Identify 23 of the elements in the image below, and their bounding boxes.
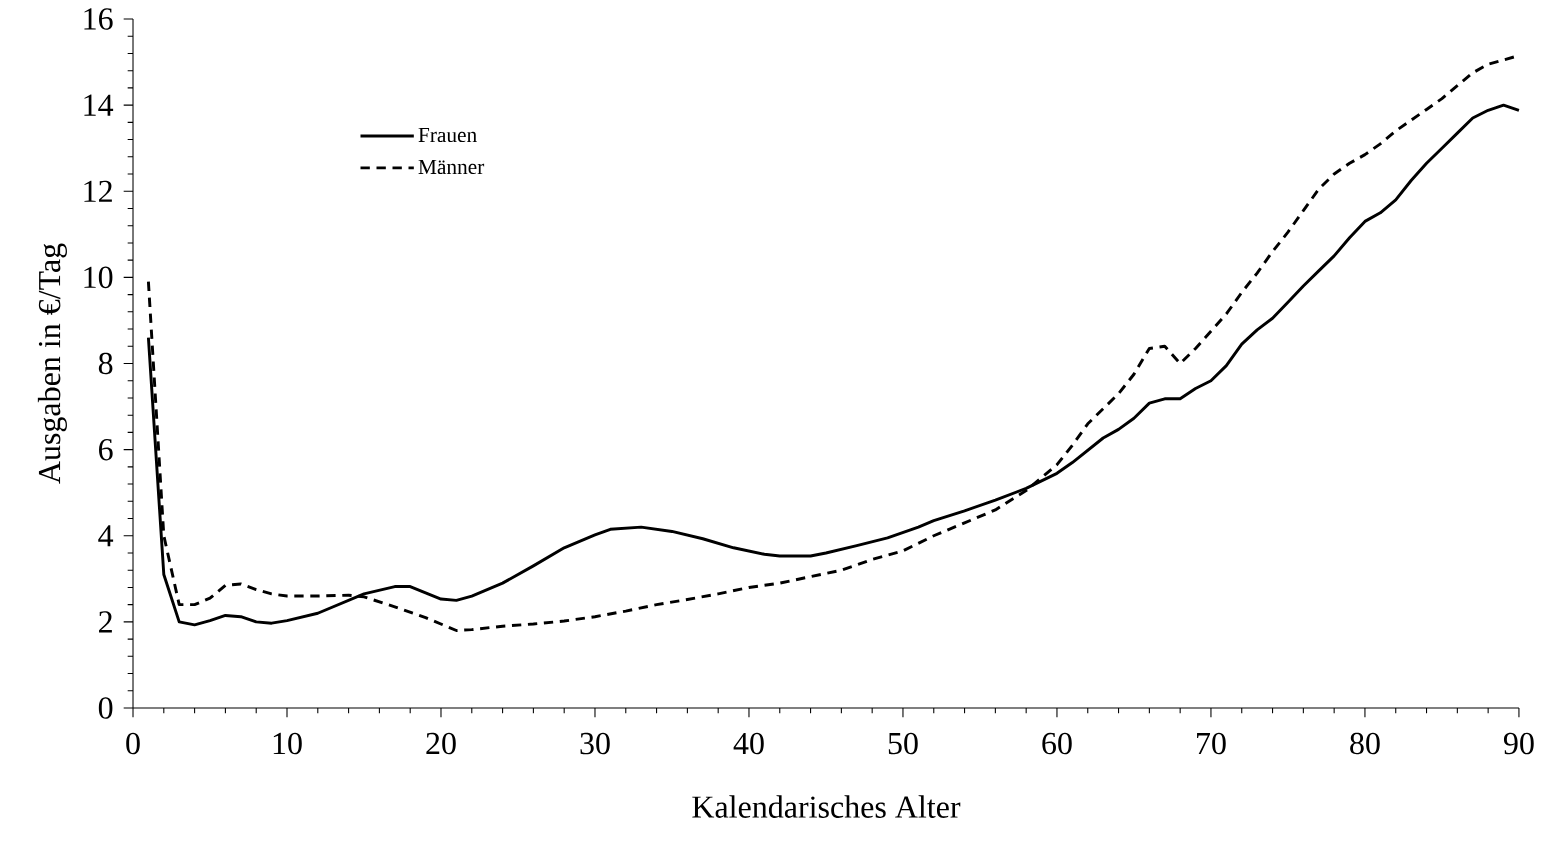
y-tick-label: 6	[99, 438, 113, 461]
y-tick-label: 2	[99, 611, 112, 633]
y-axis-title: Ausgaben in €/Tag	[37, 243, 67, 484]
x-tick-label: 70	[1197, 732, 1226, 755]
legend-label: Männer	[418, 159, 485, 175]
y-tick-label: 0	[98, 697, 113, 719]
x-tick-label: 40	[733, 732, 764, 755]
y-tick-label: 16	[84, 8, 113, 30]
x-tick-label: 60	[1042, 732, 1072, 755]
x-tick-label: 90	[1503, 732, 1534, 755]
x-tick-label: 10	[273, 732, 302, 755]
x-tick-label: 20	[426, 732, 456, 755]
y-tick-label: 12	[84, 180, 112, 202]
legend-label: Frauen	[418, 127, 477, 143]
y-tick-label: 8	[98, 352, 113, 375]
x-tick-label: 0	[126, 732, 140, 755]
x-axis-title: Kalendarisches Alter	[692, 795, 961, 818]
y-tick-label: 10	[84, 266, 113, 289]
x-tick-label: 50	[888, 732, 918, 755]
y-tick-label: 4	[98, 525, 114, 547]
y-tick-label: 14	[84, 94, 114, 116]
x-tick-label: 30	[580, 732, 610, 755]
x-tick-label: 80	[1350, 732, 1380, 755]
